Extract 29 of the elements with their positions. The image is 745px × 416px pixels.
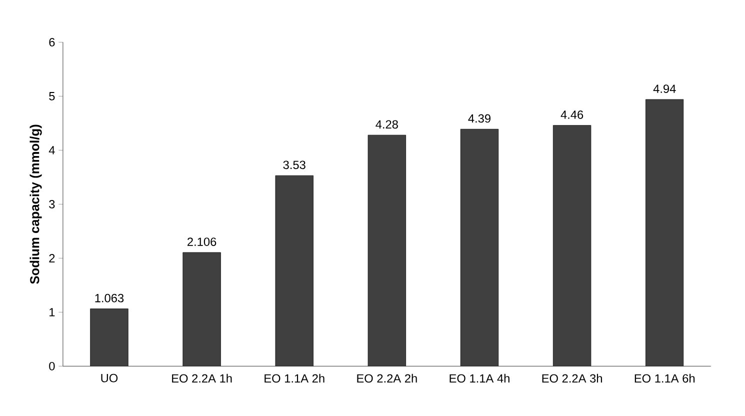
y-tick-label: 6	[49, 38, 55, 46]
y-tick-label: 4	[48, 146, 55, 154]
bar	[460, 128, 498, 366]
y-tick-label: 1	[50, 308, 55, 316]
bar	[553, 125, 591, 366]
x-tick-label: EO 1.1A 4h	[450, 374, 510, 382]
data-label: 4.28	[376, 120, 398, 128]
y-tick-label: 2	[49, 254, 55, 262]
bar	[90, 308, 128, 366]
x-tick-label: EO 2.2A 1h	[172, 374, 232, 382]
x-tick-label: EO 2.2A 2h	[357, 374, 417, 382]
x-tick-label: EO 2.2A 3h	[542, 374, 602, 382]
y-tick-label: 3	[49, 200, 55, 208]
data-label: 4.46	[560, 110, 584, 119]
y-tick-label: 0	[49, 362, 55, 370]
x-tick-label: UO	[101, 374, 118, 382]
data-label: 2.106	[188, 237, 216, 246]
data-label: 3.53	[283, 160, 306, 169]
bar	[275, 175, 314, 366]
x-tick-label: EO 1.1A 2h	[264, 374, 324, 382]
y-axis-title: Sodium capacity (mmol/g)	[30, 124, 42, 284]
data-label: 4.39	[468, 114, 490, 122]
data-label: 4.94	[653, 84, 676, 93]
x-tick-label: EO 1.1A 6h	[634, 374, 695, 382]
bar	[368, 134, 406, 366]
y-tick-label: 5	[49, 92, 55, 100]
data-label: 1.063	[95, 294, 124, 302]
bar	[646, 99, 684, 366]
bar	[182, 252, 221, 366]
